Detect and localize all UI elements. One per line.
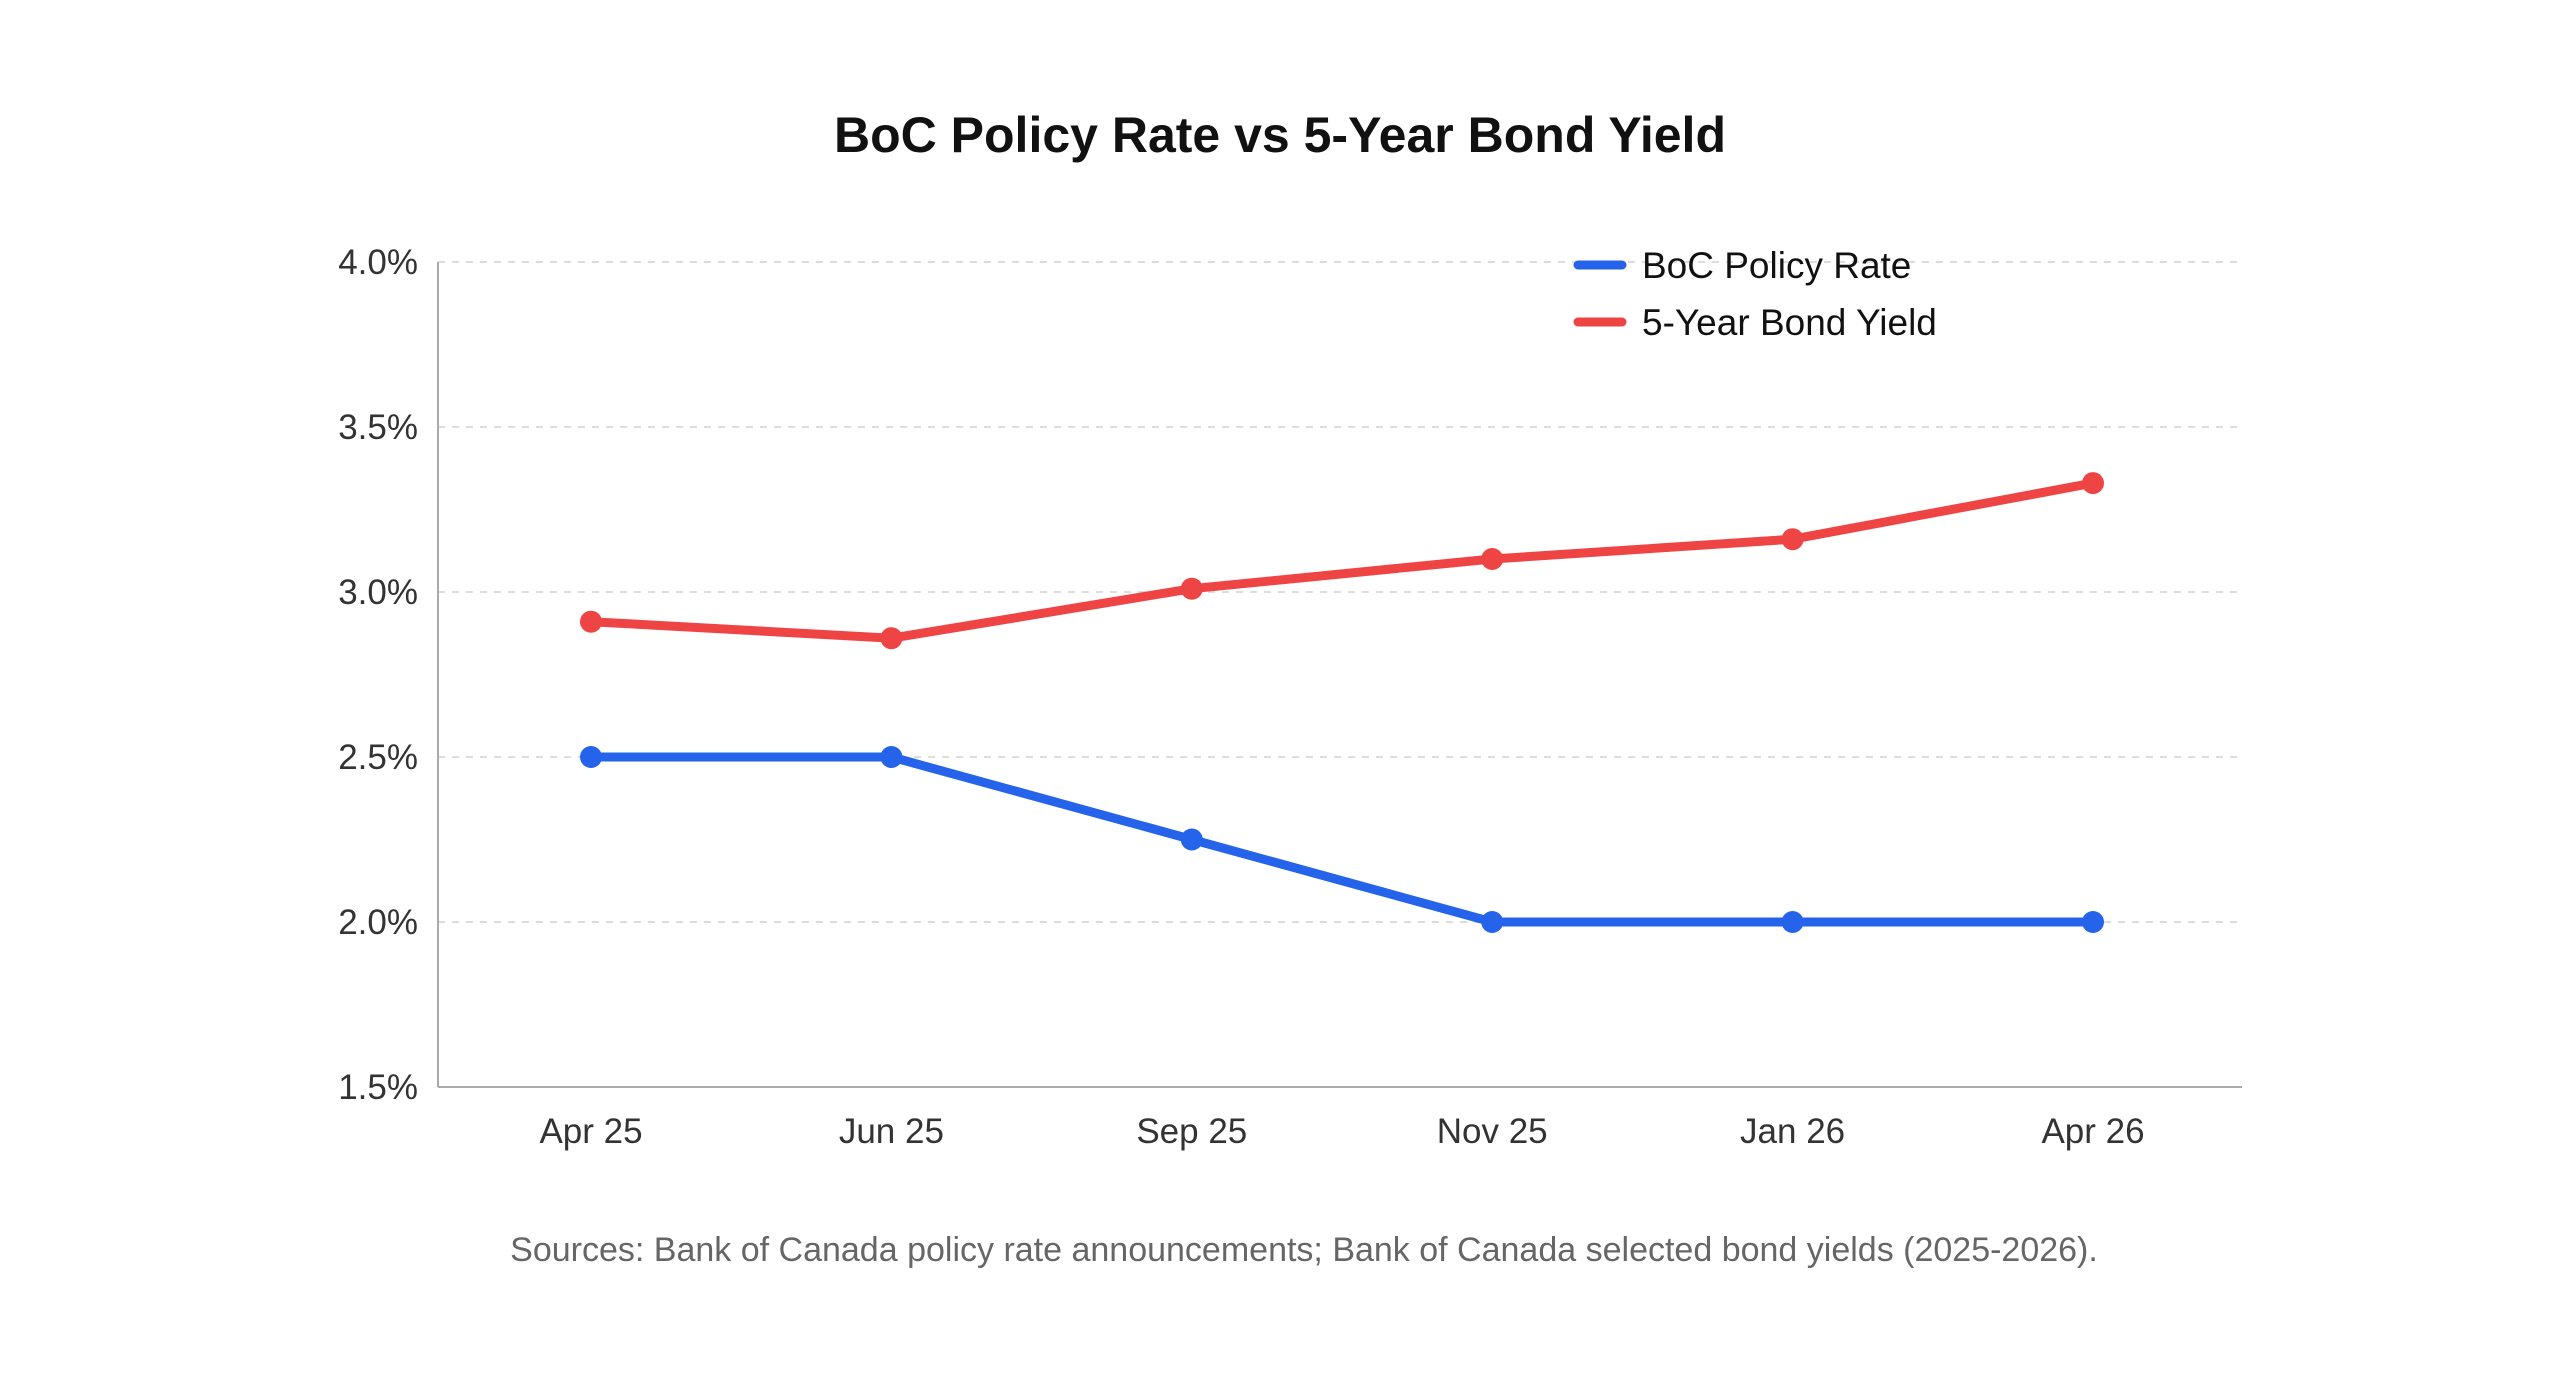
data-point <box>1180 828 1203 851</box>
series-line <box>586 478 2098 643</box>
y-tick-label: 2.5% <box>338 738 418 777</box>
x-tick-label: Apr 25 <box>539 1112 642 1151</box>
data-point <box>1481 548 1504 570</box>
series-line <box>586 752 2098 927</box>
series-1 <box>580 472 2104 650</box>
x-tick-label: Sep 25 <box>1136 1112 1247 1151</box>
legend-label: 5-Year Bond Yield <box>1642 302 1937 343</box>
data-point <box>1481 911 1504 933</box>
legend-item: BoC Policy Rate <box>1573 245 1911 286</box>
y-tick-label: 3.0% <box>338 573 418 612</box>
legend-label: BoC Policy Rate <box>1642 245 1911 286</box>
data-point <box>880 627 903 650</box>
x-tick-label: Jun 25 <box>839 1112 944 1151</box>
legend: BoC Policy Rate 5-Year Bond Yield <box>1573 245 1937 343</box>
y-axis-ticks: 1.5% 2.0% 2.5% 3.0% 3.5% 4.0% <box>338 243 418 1107</box>
x-tick-label: Jan 26 <box>1740 1112 1845 1151</box>
chart-title: BoC Policy Rate vs 5-Year Bond Yield <box>834 107 1726 163</box>
data-point <box>1180 577 1203 600</box>
series-0 <box>580 746 2104 933</box>
data-point <box>580 746 602 768</box>
data-point <box>580 610 602 633</box>
x-tick-label: Apr 26 <box>2041 1112 2144 1151</box>
data-point <box>1781 911 1804 933</box>
y-tick-label: 4.0% <box>338 243 418 282</box>
x-tick-label: Nov 25 <box>1437 1112 1548 1151</box>
x-axis-ticks: Apr 25 Jun 25 Sep 25 Nov 25 Jan 26 Apr 26 <box>539 1112 2144 1151</box>
data-point <box>1781 528 1804 551</box>
data-point <box>2082 472 2104 495</box>
data-point <box>880 746 903 768</box>
axes <box>437 262 2242 1088</box>
y-tick-label: 2.0% <box>338 903 418 942</box>
source-note: Sources: Bank of Canada policy rate anno… <box>510 1231 2098 1269</box>
y-tick-label: 3.5% <box>338 408 418 447</box>
series <box>580 472 2104 933</box>
legend-item: 5-Year Bond Yield <box>1573 302 1937 343</box>
gridlines <box>438 261 2242 923</box>
data-point <box>2082 911 2104 933</box>
y-tick-label: 1.5% <box>338 1068 418 1107</box>
